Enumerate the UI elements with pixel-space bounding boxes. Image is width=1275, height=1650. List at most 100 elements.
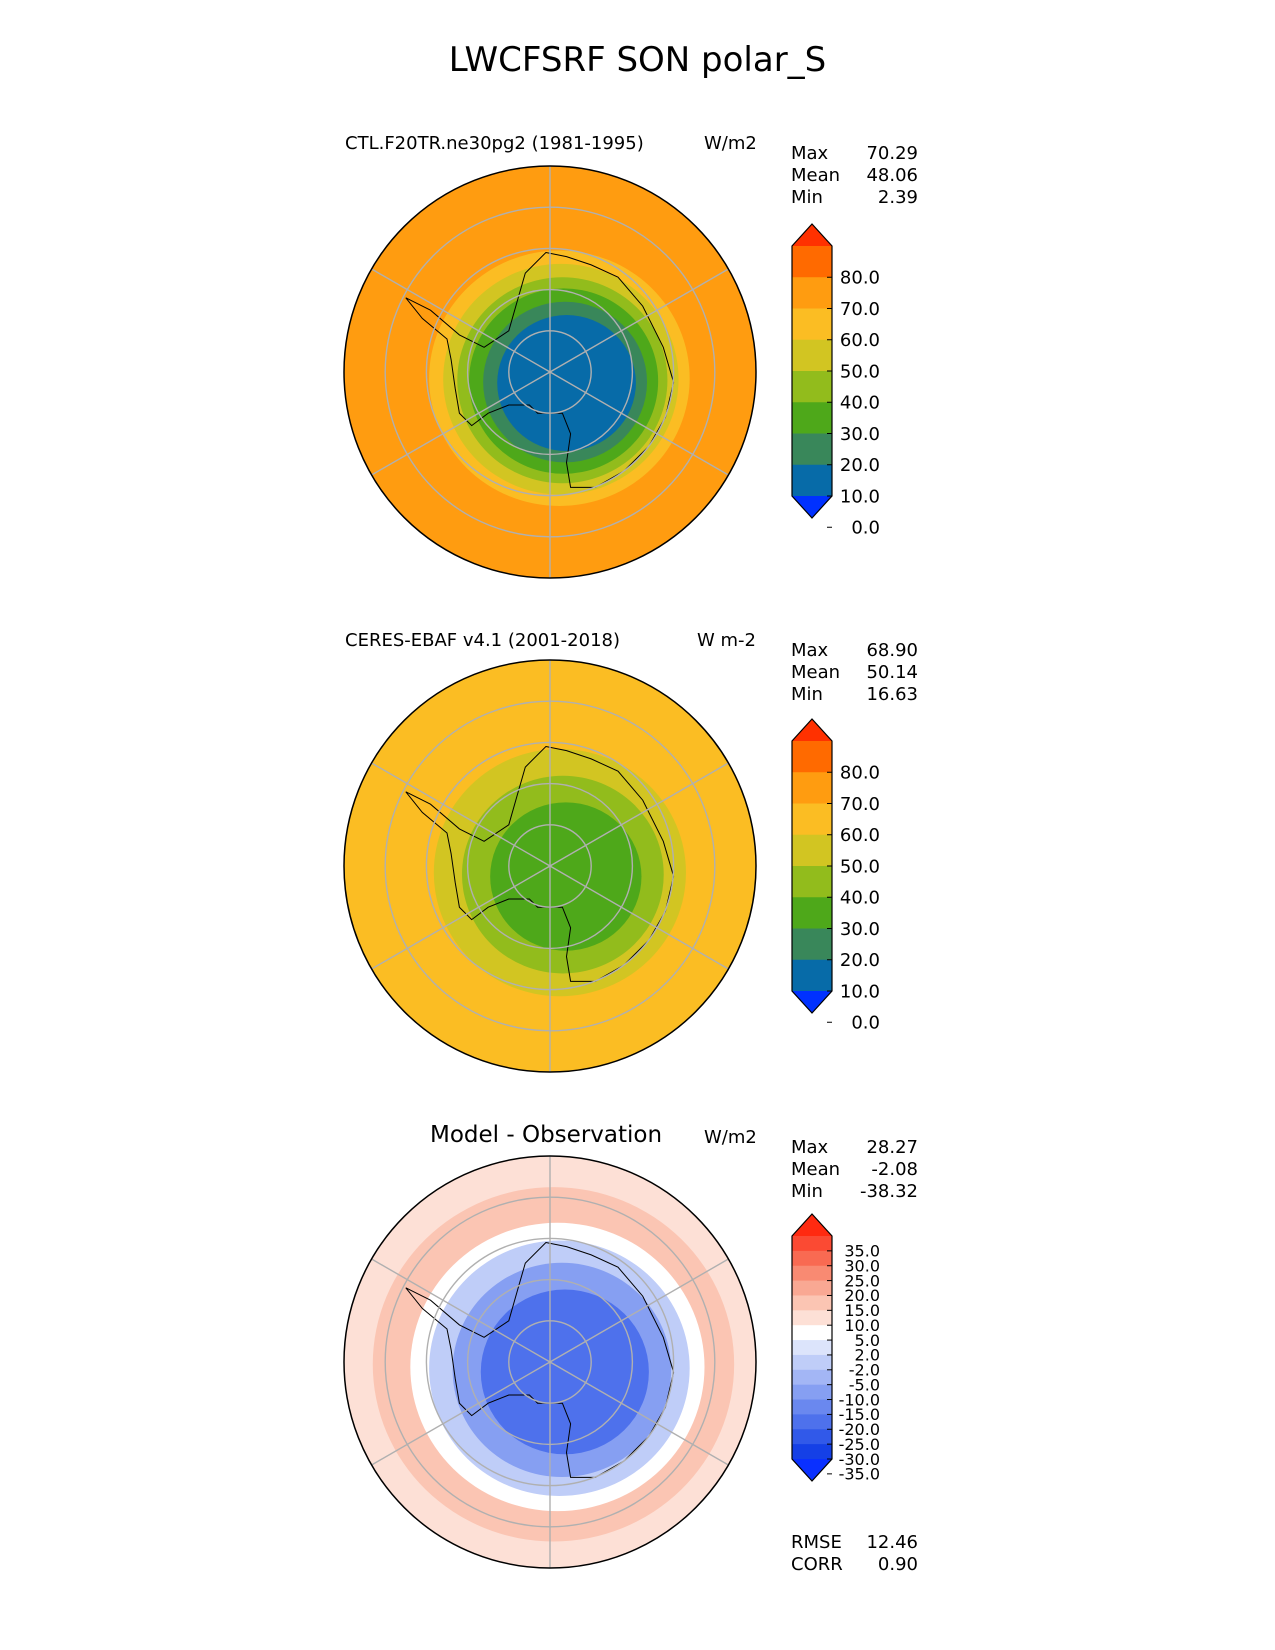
panel-1-title: CTL.F20TR.ne30pg2 (1981-1995) [345,133,644,154]
panel-3-rmse-label: RMSE [791,1532,842,1553]
panel-3-corr-label: CORR [791,1554,843,1575]
colorbar-tick-label: 80.0 [840,268,880,289]
colorbar-swatch [792,402,832,434]
meridian-240 [371,865,551,970]
colorbar-tick-label: 40.0 [840,888,880,909]
colorbar-tick-label: -2.0 [849,1361,880,1380]
colorbar-tick-label: 5.0 [855,1331,880,1350]
panel-1-mean-value: 48.06 [866,165,918,186]
panel-3-title: Model - Observation [430,1122,663,1148]
panel-2-mean-value: 50.14 [866,662,918,683]
colorbar-swatch [792,1340,832,1356]
colorbar-swatch [792,1429,832,1445]
colorbar-swatch [792,772,832,804]
colorbar-tick-label: 10.0 [844,1316,880,1335]
colorbar-extend-bottom [792,1459,832,1481]
colorbar-tick-label: 25.0 [844,1271,880,1290]
colorbar-tick-label: 60.0 [840,330,880,351]
colorbar-swatch [792,246,832,278]
meridian-240 [371,1361,551,1466]
coastline [405,745,675,982]
colorbar-tick-label: 0.0 [851,518,880,539]
field-level-7 [497,315,636,452]
colorbar-tick-label: -10.0 [839,1390,880,1409]
colorbar-tick-label: -15.0 [839,1405,880,1424]
colorbar-swatch [792,339,832,372]
panel-3-min-label: Min [791,1181,823,1202]
colorbar-tick-label: 15.0 [844,1301,880,1320]
colorbar-swatch [792,1280,832,1296]
colorbar-swatch [792,464,832,497]
colorbar-tick-label: -20.0 [839,1420,880,1439]
colorbar-tick-label: 40.0 [840,393,880,414]
colorbar-tick-label: 20.0 [844,1286,880,1305]
colorbar-3: 35.030.025.020.015.010.05.02.0-2.0-5.0-1… [791,1213,880,1484]
meridian-120 [549,865,729,970]
colorbar-2: 80.0 70.0 60.0 50.0 40.0 30.0 20.0 10.0 0.0 [791,718,880,1034]
colorbar-swatch [792,1295,832,1311]
colorbar-swatch [792,371,832,403]
colorbar-swatch [792,959,832,992]
panel-2-max-label: Max [791,640,829,661]
panel-3-max-label: Max [791,1137,829,1158]
colorbar-tick-label: 2.0 [855,1346,880,1365]
colorbar-tick-label: -35.0 [839,1465,880,1484]
meridian-300 [371,762,551,867]
panel-3-units: W/m2 [704,1127,757,1148]
panel-1-min-label: Min [791,187,823,208]
colorbar-tick-label: 30.0 [840,424,880,445]
meridian-60 [549,762,729,867]
panel-3-max-value: 28.27 [866,1137,918,1158]
colorbar-extend-top [792,1214,832,1236]
map-border [343,659,757,1073]
colorbar-swatch [792,866,832,898]
colorbar-1: 80.0 70.0 60.0 50.0 40.0 30.0 20.0 10.0 0.0 [791,223,880,539]
figure-title: LWCFSRF SON polar_S [448,40,827,80]
colorbar-extend-bottom [792,991,832,1013]
colorbar-swatch [792,1236,832,1252]
panel-1-min-value: 2.39 [877,187,918,208]
panel-3-min-value: -38.32 [859,1181,918,1202]
colorbar-tick-label: 80.0 [840,763,880,784]
colorbar-swatch [792,1399,832,1415]
colorbar-swatch [792,433,832,466]
colorbar-swatch [792,1384,832,1401]
colorbar-tick-label: 10.0 [840,486,880,507]
panel-2-max-value: 68.90 [866,640,918,661]
coastline [405,251,675,488]
colorbar-tick-label: -25.0 [839,1435,880,1454]
colorbar-extend-top [792,719,832,741]
panel-2-units: W m-2 [697,630,757,651]
colorbar-swatch [792,1310,832,1326]
meridian-60 [549,268,729,373]
colorbar-tick-label: -5.0 [849,1375,880,1394]
field-level-4 [490,802,642,951]
colorbar-tick-label: 35.0 [844,1242,880,1261]
colorbar-tick-label: -30.0 [839,1450,880,1469]
panel-2-min-value: 16.63 [866,684,918,705]
coastline [405,1241,675,1478]
polar-map-1 [343,165,757,579]
colorbar-swatch [792,928,832,961]
colorbar-tick-label: 50.0 [840,856,880,877]
meridian-300 [371,268,551,373]
colorbar-tick-label: 30.0 [840,919,880,940]
colorbar-extend-bottom [792,496,832,518]
colorbar-swatch [792,277,832,309]
meridian-120 [549,1361,729,1466]
panel-1-units: W/m2 [704,133,757,154]
colorbar-swatch [792,1265,832,1282]
panel-3-mean-label: Mean [791,1159,841,1180]
colorbar-tick-label: 0.0 [851,1013,880,1034]
panel-3-mean-value: -2.08 [871,1159,918,1180]
map-border [343,1155,757,1569]
polar-map-3 [343,1155,757,1569]
colorbar-swatch [792,1369,832,1386]
colorbar-swatch [792,741,832,773]
panel-1-mean-label: Mean [791,165,841,186]
colorbar-swatch [792,1444,832,1460]
colorbar-swatch [792,308,832,341]
colorbar-swatch [792,897,832,929]
colorbar-swatch [792,1414,832,1430]
